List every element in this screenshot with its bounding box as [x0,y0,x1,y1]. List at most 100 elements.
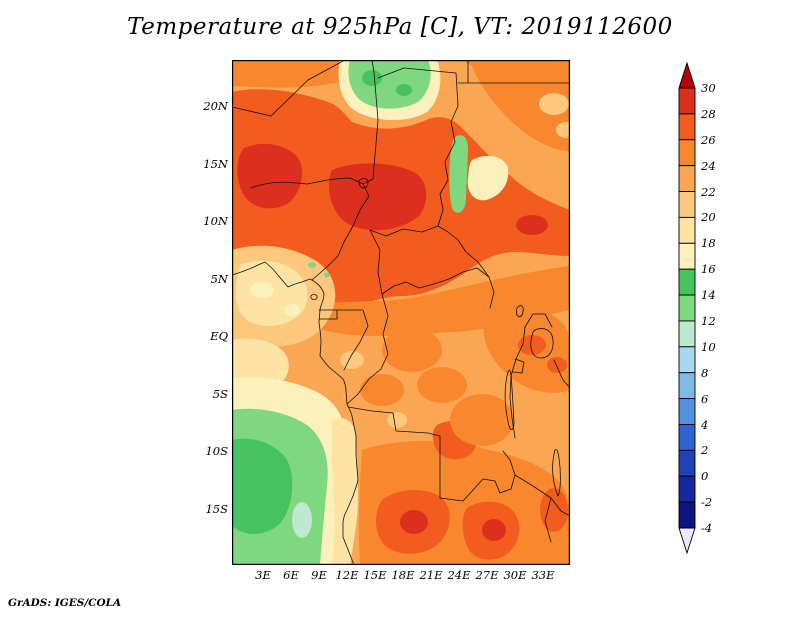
temp-region [360,374,404,406]
colorbar-segment [678,216,696,244]
colorbar-tick-label: 28 [701,106,716,121]
colorbar-bottom-arrow [678,527,696,555]
colorbar-segment [678,113,696,141]
colorbar-segment [678,424,696,451]
lon-tick-label: 33E [531,568,555,582]
colorbar-tick-label: 14 [701,288,716,303]
colorbar-tick-label: 20 [701,210,716,225]
colorbar-segment [678,242,696,270]
temp-region [232,438,293,534]
lon-tick-label: 12E [335,568,359,582]
colorbar-tick-label: 22 [701,184,716,199]
lat-tick-label: 10N [203,214,228,228]
colorbar-tick-label: -4 [701,521,713,535]
colorbar-tick-label: 12 [701,313,716,328]
colorbar-tick-label: 4 [701,417,709,432]
country-borders [231,59,571,543]
colorbar-segment [678,191,696,218]
temp-region [308,262,316,268]
lat-axis: 20N 15N 10N 5N EQ 5S 10S 15S [190,60,228,565]
map-frame [232,60,570,565]
temp-region [250,282,274,298]
lat-tick-label: EQ [210,329,228,343]
map-borders [231,59,571,566]
colorbar-segment [678,372,696,400]
temp-region [324,272,330,278]
colorbar-segment [678,320,696,348]
temp-region [417,367,467,403]
temp-region [482,519,506,541]
colorbar-segment [678,139,696,167]
lat-tick-label: 15N [203,156,228,171]
colorbar-tick-label: 26 [701,132,716,147]
colorbar-segment [678,449,696,477]
temp-region [237,143,303,209]
grads-credit: GrADS: IGES/COLA [8,597,122,609]
lat-tick-label: 5S [212,386,228,401]
temp-region [396,84,412,96]
temp-region [518,335,546,355]
lon-tick-label: 3E [255,568,271,582]
temp-region [547,357,567,373]
map-plot [231,59,576,566]
lat-tick-label: 20N [203,99,228,113]
lon-tick-label: 18E [391,568,415,582]
lon-tick-label: 21E [419,568,443,582]
temp-region [332,418,359,565]
lon-tick-label: 15E [363,568,387,582]
temp-region [400,510,428,534]
colorbar-labels: 30 28 26 24 22 20 18 16 14 12 10 8 6 4 2 0 -2 -4 [701,62,735,554]
temp-region [467,155,509,201]
colorbar-segment [678,346,696,374]
temp-region [362,70,382,86]
plot-title: Temperature at 925hPa [C], VT: 201911260… [127,14,673,40]
lon-tick-label: 27E [475,568,499,582]
colorbar-tick-label: 8 [701,365,709,380]
coastline [231,261,359,566]
lat-tick-label: 15S [205,501,228,516]
colorbar-segment [678,294,696,322]
colorbar-svg [678,61,696,555]
temp-region [449,135,468,213]
temp-region [292,502,312,538]
colorbar-tick-label: 16 [701,262,716,277]
colorbar-segment [678,475,696,503]
colorbar [678,61,696,555]
lat-tick-label: 10S [205,444,228,458]
lat-tick-label: 5N [210,271,228,286]
temperature-field [232,60,576,565]
colorbar-segment [678,165,696,192]
lon-axis: 3E 6E 9E 12E 15E 18E 21E 24E 27E 30E 33E [232,568,570,584]
colorbar-segment [678,398,696,425]
colorbar-segment [678,268,696,296]
temp-region [382,328,442,372]
temp-region [516,215,548,235]
lon-tick-label: 24E [447,568,471,582]
colorbar-tick-label: 18 [701,236,716,251]
temp-region [539,93,569,115]
colorbar-tick-label: 30 [701,81,716,95]
lon-tick-label: 6E [283,568,299,582]
temp-region [328,163,427,231]
colorbar-segment [678,87,696,115]
colorbar-segment [678,501,696,529]
temperature-map-svg [231,59,576,566]
colorbar-tick-label: 6 [701,391,709,406]
colorbar-tick-label: 24 [701,158,716,173]
temp-region [284,304,300,316]
temp-region [450,394,514,446]
temp-region [387,412,407,428]
lon-tick-label: 9E [311,568,327,582]
colorbar-tick-label: -2 [701,495,713,510]
island-outline [310,293,318,300]
temp-region [232,60,347,88]
temp-region [340,351,364,369]
lake-outlines [358,177,561,497]
colorbar-tick-label: 2 [701,443,709,458]
colorbar-top-arrow [678,61,696,89]
colorbar-tick-label: 10 [701,339,716,354]
lon-tick-label: 30E [503,568,527,582]
colorbar-tick-label: 0 [701,469,709,484]
temp-region [540,488,568,532]
